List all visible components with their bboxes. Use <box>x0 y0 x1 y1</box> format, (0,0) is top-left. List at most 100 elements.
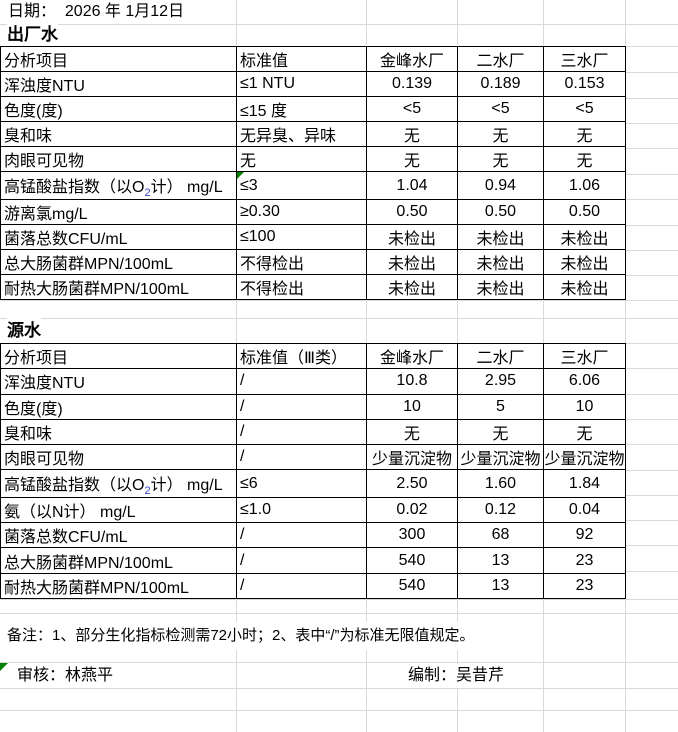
value-cell[interactable]: 无 <box>457 121 544 148</box>
date-cell[interactable]: 日期： 2026 年 1月12日 <box>8 0 185 24</box>
value-cell[interactable]: 未检出 <box>366 273 458 301</box>
value-cell[interactable]: 无 <box>543 146 626 173</box>
value-cell[interactable]: 无 <box>366 121 458 148</box>
value-cell[interactable]: 6.06 <box>543 368 626 395</box>
value-cell[interactable]: 68 <box>457 522 544 549</box>
standard-value-cell[interactable]: 不得检出 <box>236 273 367 301</box>
analysis-item-cell[interactable]: 臭和味 <box>0 418 237 446</box>
standard-value-cell[interactable]: / <box>236 572 367 600</box>
value-cell[interactable]: 0.94 <box>457 171 544 200</box>
analysis-item-cell[interactable]: 臭和味 <box>0 121 237 148</box>
value-cell[interactable]: 1.60 <box>457 469 544 498</box>
column-header-analysis-item[interactable]: 分析项目 <box>0 45 237 73</box>
value-cell[interactable]: 0.139 <box>366 71 458 98</box>
analysis-item-cell[interactable]: 高锰酸盐指数（以O2计） mg/L <box>0 171 237 200</box>
value-cell[interactable]: 未检出 <box>457 248 544 275</box>
value-cell[interactable]: 23 <box>543 572 626 600</box>
column-header-plant[interactable]: 三水厂 <box>543 342 626 370</box>
standard-value-cell[interactable]: ≤6 <box>236 469 367 498</box>
value-cell[interactable]: 未检出 <box>457 223 544 250</box>
value-cell[interactable]: 10 <box>366 393 458 420</box>
value-cell[interactable]: 1.84 <box>543 469 626 498</box>
value-cell[interactable]: 1.06 <box>543 171 626 200</box>
standard-value-cell[interactable]: ≤100 <box>236 223 367 250</box>
value-cell[interactable]: 10 <box>543 393 626 420</box>
value-cell[interactable]: 13 <box>457 547 544 574</box>
value-cell[interactable]: 无 <box>543 121 626 148</box>
column-header-standard[interactable]: 标准值（Ⅲ类） <box>236 342 367 370</box>
value-cell[interactable]: 未检出 <box>366 248 458 275</box>
analysis-item-cell[interactable]: 色度(度) <box>0 393 237 420</box>
standard-value-cell[interactable]: ≤3 <box>236 171 367 200</box>
value-cell[interactable]: 未检出 <box>366 223 458 250</box>
analysis-item-cell[interactable]: 氨（以N计） mg/L <box>0 496 237 524</box>
value-cell[interactable]: 少量沉淀物 <box>543 444 626 471</box>
analysis-item-cell[interactable]: 耐热大肠菌群MPN/100mL <box>0 572 237 600</box>
section-title-source-water[interactable]: 源水 <box>7 318 41 343</box>
value-cell[interactable]: 无 <box>457 146 544 173</box>
value-cell[interactable]: 5 <box>457 393 544 420</box>
analysis-item-cell[interactable]: 菌落总数CFU/mL <box>0 223 237 250</box>
section-title-finished-water[interactable]: 出厂水 <box>7 24 58 46</box>
standard-value-cell[interactable]: / <box>236 393 367 420</box>
value-cell[interactable]: <5 <box>543 96 626 123</box>
standard-value-cell[interactable]: / <box>236 368 367 395</box>
analysis-item-cell[interactable]: 浑浊度NTU <box>0 368 237 395</box>
value-cell[interactable]: 2.95 <box>457 368 544 395</box>
value-cell[interactable]: 无 <box>543 418 626 446</box>
column-header-standard[interactable]: 标准值 <box>236 45 367 73</box>
standard-value-cell[interactable]: / <box>236 418 367 446</box>
value-cell[interactable]: 540 <box>366 572 458 600</box>
analysis-item-cell[interactable]: 色度(度) <box>0 96 237 123</box>
value-cell[interactable]: 1.04 <box>366 171 458 200</box>
standard-value-cell[interactable]: 无 <box>236 146 367 173</box>
value-cell[interactable]: 0.153 <box>543 71 626 98</box>
preparer-cell[interactable]: 编制：吴昔芹 <box>408 664 511 688</box>
analysis-item-cell[interactable]: 菌落总数CFU/mL <box>0 522 237 549</box>
analysis-item-cell[interactable]: 耐热大肠菌群MPN/100mL <box>0 273 237 301</box>
value-cell[interactable]: 300 <box>366 522 458 549</box>
analysis-item-cell[interactable]: 肉眼可见物 <box>0 146 237 173</box>
value-cell[interactable]: 13 <box>457 572 544 600</box>
column-header-plant[interactable]: 金峰水厂 <box>366 45 458 73</box>
value-cell[interactable]: 未检出 <box>457 273 544 301</box>
value-cell[interactable]: 0.12 <box>457 496 544 524</box>
value-cell[interactable]: 10.8 <box>366 368 458 395</box>
standard-value-cell[interactable]: / <box>236 444 367 471</box>
value-cell[interactable]: 无 <box>457 418 544 446</box>
value-cell[interactable]: 0.50 <box>543 198 626 225</box>
value-cell[interactable]: 未检出 <box>543 223 626 250</box>
standard-value-cell[interactable]: 不得检出 <box>236 248 367 275</box>
standard-value-cell[interactable]: / <box>236 547 367 574</box>
value-cell[interactable]: 92 <box>543 522 626 549</box>
value-cell[interactable]: 无 <box>366 418 458 446</box>
analysis-item-cell[interactable]: 总大肠菌群MPN/100mL <box>0 547 237 574</box>
value-cell[interactable]: 0.50 <box>366 198 458 225</box>
column-header-plant[interactable]: 二水厂 <box>457 45 544 73</box>
value-cell[interactable]: <5 <box>457 96 544 123</box>
value-cell[interactable]: <5 <box>366 96 458 123</box>
column-header-analysis-item[interactable]: 分析项目 <box>0 342 237 370</box>
column-header-plant[interactable]: 金峰水厂 <box>366 342 458 370</box>
remarks-cell[interactable]: 备注：1、部分生化指标检测需72小时；2、表中“/”为标准无限值规定。 <box>7 622 479 650</box>
analysis-item-cell[interactable]: 高锰酸盐指数（以O2计） mg/L <box>0 469 237 498</box>
value-cell[interactable]: 0.04 <box>543 496 626 524</box>
column-header-plant[interactable]: 二水厂 <box>457 342 544 370</box>
standard-value-cell[interactable]: / <box>236 522 367 549</box>
value-cell[interactable]: 0.189 <box>457 71 544 98</box>
value-cell[interactable]: 少量沉淀物 <box>366 444 458 471</box>
analysis-item-cell[interactable]: 浑浊度NTU <box>0 71 237 98</box>
value-cell[interactable]: 2.50 <box>366 469 458 498</box>
standard-value-cell[interactable]: ≤15 度 <box>236 96 367 123</box>
analysis-item-cell[interactable]: 肉眼可见物 <box>0 444 237 471</box>
reviewer-cell[interactable]: 审核：林燕平 <box>17 664 114 688</box>
analysis-item-cell[interactable]: 游离氯mg/L <box>0 198 237 225</box>
value-cell[interactable]: 无 <box>366 146 458 173</box>
value-cell[interactable]: 0.02 <box>366 496 458 524</box>
standard-value-cell[interactable]: 无异臭、异味 <box>236 121 367 148</box>
analysis-item-cell[interactable]: 总大肠菌群MPN/100mL <box>0 248 237 275</box>
column-header-plant[interactable]: 三水厂 <box>543 45 626 73</box>
standard-value-cell[interactable]: ≤1.0 <box>236 496 367 524</box>
value-cell[interactable]: 未检出 <box>543 248 626 275</box>
value-cell[interactable]: 未检出 <box>543 273 626 301</box>
